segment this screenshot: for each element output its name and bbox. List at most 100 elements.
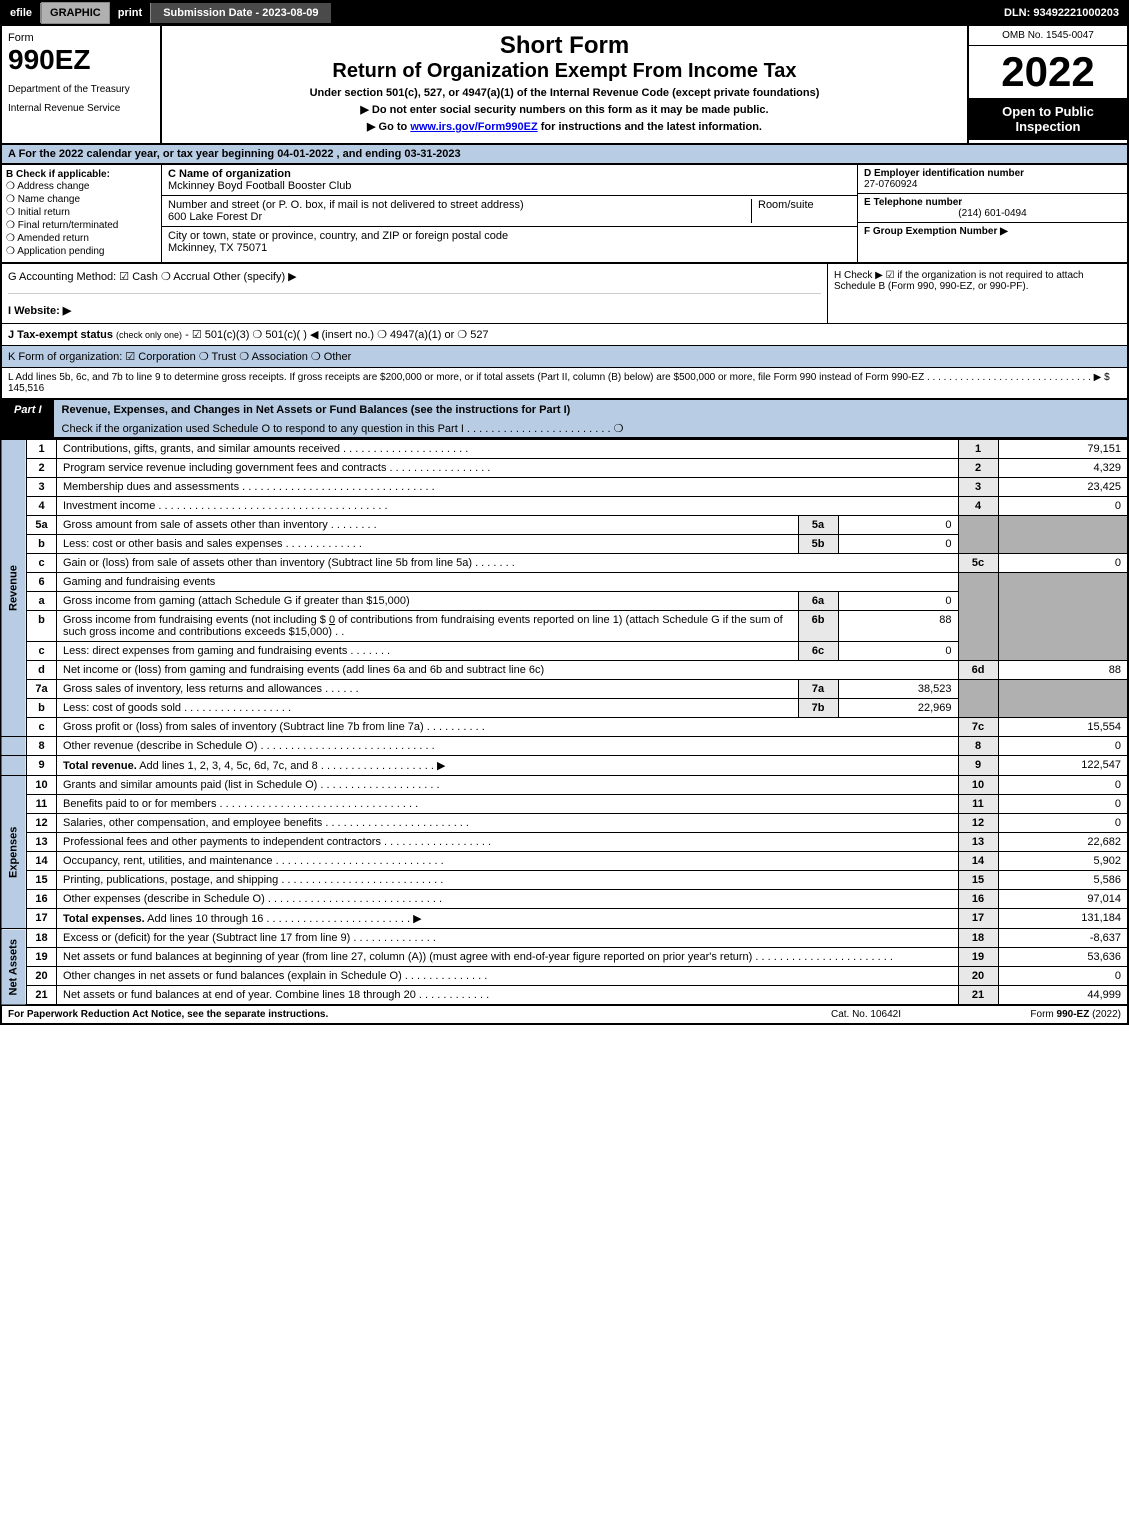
- line-20-value: 0: [998, 967, 1128, 986]
- print-button[interactable]: print: [110, 3, 151, 23]
- line-20: 20 Other changes in net assets or fund b…: [1, 967, 1128, 986]
- line-8: 8 Other revenue (describe in Schedule O)…: [1, 737, 1128, 756]
- group-exemption: F Group Exemption Number ▶: [864, 226, 1008, 237]
- cb-final[interactable]: ❍ Final return/terminated: [6, 219, 157, 232]
- cb-name-change[interactable]: ❍ Name change: [6, 193, 157, 206]
- line-11: 11 Benefits paid to or for members . . .…: [1, 795, 1128, 814]
- line-5a: 5a Gross amount from sale of assets othe…: [1, 516, 1128, 535]
- line-2: 2 Program service revenue including gove…: [1, 459, 1128, 478]
- section-c: C Name of organization Mckinney Boyd Foo…: [162, 165, 857, 262]
- main-title: Return of Organization Exempt From Incom…: [168, 60, 961, 83]
- line-18-value: -8,637: [998, 929, 1128, 948]
- cb-amended[interactable]: ❍ Amended return: [6, 232, 157, 245]
- line-5c-value: 0: [998, 554, 1128, 573]
- form-ref: Form 990-EZ (2022): [941, 1009, 1121, 1020]
- line-10: Expenses 10 Grants and similar amounts p…: [1, 776, 1128, 795]
- section-h: H Check ▶ ☑ if the organization is not r…: [827, 264, 1127, 323]
- line-13: 13 Professional fees and other payments …: [1, 833, 1128, 852]
- tax-year: 2022: [969, 46, 1127, 98]
- top-bar: efile GRAPHIC print Submission Date - 20…: [0, 0, 1129, 26]
- line-21: 21 Net assets or fund balances at end of…: [1, 986, 1128, 1006]
- revenue-side-label: Revenue: [1, 440, 27, 737]
- ein: 27-0760924: [864, 179, 917, 190]
- subtitle-link: ▶ Go to www.irs.gov/Form990EZ for instru…: [168, 120, 961, 133]
- part-label: Part I: [2, 400, 54, 437]
- cat-number: Cat. No. 10642I: [791, 1009, 941, 1020]
- irs-label: Internal Revenue Service: [8, 103, 154, 114]
- line-3: 3 Membership dues and assessments . . . …: [1, 478, 1128, 497]
- form-number: 990EZ: [8, 44, 154, 76]
- line-4-value: 0: [998, 497, 1128, 516]
- omb-number: OMB No. 1545-0047: [969, 26, 1127, 46]
- line-3-value: 23,425: [998, 478, 1128, 497]
- line-7a: 7a Gross sales of inventory, less return…: [1, 680, 1128, 699]
- line-14: 14 Occupancy, rent, utilities, and maint…: [1, 852, 1128, 871]
- netassets-side-label: Net Assets: [1, 929, 27, 1006]
- section-def: D Employer identification number 27-0760…: [857, 165, 1127, 262]
- line-6: 6 Gaming and fundraising events: [1, 573, 1128, 592]
- graphic-button[interactable]: GRAPHIC: [41, 2, 110, 24]
- cb-pending[interactable]: ❍ Application pending: [6, 245, 157, 258]
- expenses-side-label: Expenses: [1, 776, 27, 929]
- line-1: Revenue 1 Contributions, gifts, grants, …: [1, 440, 1128, 459]
- org-name: Mckinney Boyd Football Booster Club: [168, 180, 351, 192]
- line-15-value: 5,586: [998, 871, 1128, 890]
- line-5a-value: 0: [838, 516, 958, 535]
- line-12: 12 Salaries, other compensation, and emp…: [1, 814, 1128, 833]
- dln-number: DLN: 93492221000203: [996, 3, 1127, 23]
- short-form-title: Short Form: [168, 32, 961, 60]
- part-title: Revenue, Expenses, and Changes in Net As…: [54, 400, 1127, 420]
- accounting-method: G Accounting Method: ☑ Cash ❍ Accrual Ot…: [8, 270, 821, 294]
- cb-initial[interactable]: ❍ Initial return: [6, 206, 157, 219]
- org-city: Mckinney, TX 75071: [168, 242, 267, 254]
- section-b: B Check if applicable: ❍ Address change …: [2, 165, 162, 262]
- line-9: 9 Total revenue. Add lines 1, 2, 3, 4, 5…: [1, 756, 1128, 776]
- line-17-value: 131,184: [998, 909, 1128, 929]
- line-6b-value: 88: [838, 611, 958, 642]
- line-10-value: 0: [998, 776, 1128, 795]
- section-l: L Add lines 5b, 6c, and 7b to line 9 to …: [0, 367, 1129, 400]
- form-of-org: K Form of organization: ☑ Corporation ❍ …: [0, 345, 1129, 367]
- line-2-value: 4,329: [998, 459, 1128, 478]
- line-1-value: 79,151: [998, 440, 1128, 459]
- website: I Website: ▶: [8, 294, 821, 317]
- line-13-value: 22,682: [998, 833, 1128, 852]
- line-7c: c Gross profit or (loss) from sales of i…: [1, 718, 1128, 737]
- part1-table: Revenue 1 Contributions, gifts, grants, …: [0, 439, 1129, 1006]
- line-11-value: 0: [998, 795, 1128, 814]
- footer: For Paperwork Reduction Act Notice, see …: [0, 1006, 1129, 1025]
- line-9-value: 122,547: [998, 756, 1128, 776]
- line-7a-value: 38,523: [838, 680, 958, 699]
- part-check: Check if the organization used Schedule …: [54, 420, 1127, 437]
- line-19-value: 53,636: [998, 948, 1128, 967]
- line-5c: c Gain or (loss) from sale of assets oth…: [1, 554, 1128, 573]
- line-5b-value: 0: [838, 535, 958, 554]
- line-6d-value: 88: [998, 661, 1128, 680]
- line-6d: d Net income or (loss) from gaming and f…: [1, 661, 1128, 680]
- line-17: 17 Total expenses. Add lines 10 through …: [1, 909, 1128, 929]
- org-street: 600 Lake Forest Dr: [168, 211, 262, 223]
- irs-link[interactable]: www.irs.gov/Form990EZ: [410, 121, 537, 133]
- efile-button[interactable]: efile: [2, 3, 41, 23]
- line-8-value: 0: [998, 737, 1128, 756]
- subtitle-ssn: ▶ Do not enter social security numbers o…: [168, 103, 961, 116]
- section-a: A For the 2022 calendar year, or tax yea…: [0, 145, 1129, 165]
- line-16: 16 Other expenses (describe in Schedule …: [1, 890, 1128, 909]
- row-gh: G Accounting Method: ☑ Cash ❍ Accrual Ot…: [0, 264, 1129, 323]
- line-6a-value: 0: [838, 592, 958, 611]
- line-16-value: 97,014: [998, 890, 1128, 909]
- form-label: Form: [8, 32, 154, 44]
- line-12-value: 0: [998, 814, 1128, 833]
- cb-addr-change[interactable]: ❍ Address change: [6, 180, 157, 193]
- submission-date: Submission Date - 2023-08-09: [151, 3, 330, 23]
- section-bcd: B Check if applicable: ❍ Address change …: [0, 165, 1129, 264]
- subtitle-section: Under section 501(c), 527, or 4947(a)(1)…: [168, 87, 961, 99]
- line-7c-value: 15,554: [998, 718, 1128, 737]
- part-1-header: Part I Revenue, Expenses, and Changes in…: [0, 400, 1129, 439]
- line-15: 15 Printing, publications, postage, and …: [1, 871, 1128, 890]
- line-18: Net Assets 18 Excess or (deficit) for th…: [1, 929, 1128, 948]
- line-4: 4 Investment income . . . . . . . . . . …: [1, 497, 1128, 516]
- tax-exempt-status: J Tax-exempt status (check only one) - ☑…: [0, 323, 1129, 345]
- line-19: 19 Net assets or fund balances at beginn…: [1, 948, 1128, 967]
- telephone: (214) 601-0494: [864, 208, 1121, 219]
